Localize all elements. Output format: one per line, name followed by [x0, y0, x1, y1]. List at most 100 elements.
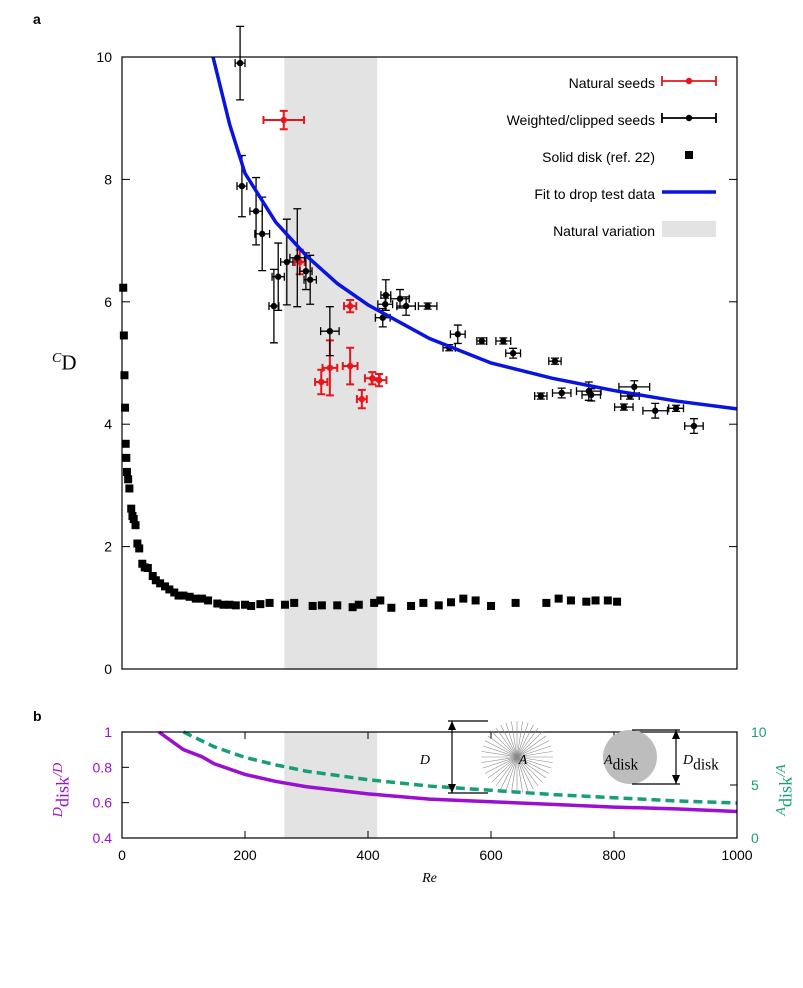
- seed-bristle: [516, 740, 550, 758]
- disk: [603, 730, 657, 784]
- y-tick-label: 2: [104, 539, 112, 555]
- x-tick-label: 800: [602, 847, 626, 863]
- plot-frame: [121, 56, 738, 670]
- label-part: disk: [53, 776, 73, 807]
- data-point: [424, 302, 431, 310]
- seed-bristle: [516, 735, 547, 758]
- data-point: [294, 254, 301, 261]
- data-square: [348, 603, 357, 612]
- label-part: D: [682, 753, 693, 768]
- plot-frame: [121, 731, 738, 839]
- data-square: [122, 453, 131, 462]
- data-square: [191, 594, 200, 603]
- y2-tick-label: 0: [751, 830, 759, 846]
- data-square: [241, 600, 249, 609]
- data-point: [672, 405, 680, 412]
- data-point: [326, 327, 334, 335]
- legend-label: Solid disk (ref. 22): [542, 149, 655, 165]
- legend-swatch: [662, 221, 716, 237]
- data-square: [219, 600, 228, 609]
- data-square: [256, 600, 265, 609]
- seed-bristle: [516, 722, 529, 758]
- data-square: [122, 467, 131, 476]
- x-tick-label: 600: [479, 847, 503, 863]
- seed-bristle: [516, 724, 534, 758]
- seed-bristle: [516, 731, 543, 758]
- data-point: [382, 291, 390, 299]
- data-point: [238, 182, 246, 190]
- data-point: [280, 116, 287, 124]
- data-square: [247, 601, 256, 610]
- y-tick-label: 6: [104, 294, 112, 310]
- seed-bristle: [482, 756, 518, 769]
- seed-bristle: [505, 722, 518, 758]
- data-point: [358, 395, 366, 403]
- legend-swatch: [685, 77, 693, 85]
- seed-bristle: [505, 756, 518, 792]
- seed-bristle: [511, 721, 518, 758]
- data-square: [231, 601, 240, 610]
- data-square: [213, 599, 222, 608]
- data-point: [652, 407, 659, 414]
- label-part: disk: [776, 776, 796, 807]
- data-square: [370, 598, 379, 607]
- label-part: A: [518, 753, 528, 768]
- seed-bristle: [516, 756, 534, 790]
- data-square: [603, 596, 612, 605]
- data-point: [302, 268, 310, 275]
- data-square: [434, 601, 443, 610]
- seed-bristle: [516, 756, 523, 793]
- data-square: [447, 598, 456, 607]
- axis-label: Adisk/A: [774, 764, 796, 817]
- panel-label: a: [33, 11, 41, 27]
- y-tick-label: 10: [96, 49, 112, 65]
- data-square: [419, 598, 428, 607]
- data-square: [459, 594, 468, 603]
- y-tick-label: 0.8: [93, 759, 113, 775]
- seed-bristle: [511, 756, 518, 793]
- data-square: [308, 601, 317, 610]
- y-tick-label: 0: [104, 661, 112, 677]
- seed-bristle: [482, 745, 518, 758]
- data-square: [317, 601, 326, 610]
- label-part: disk: [613, 757, 639, 774]
- y-tick-label: 0.6: [93, 795, 113, 811]
- data-point: [478, 337, 485, 345]
- data-point: [326, 364, 334, 372]
- seed-bristle: [487, 756, 518, 779]
- legend-label: Weighted/clipped seeds: [507, 112, 655, 128]
- data-square: [131, 521, 140, 530]
- data-square: [129, 515, 138, 524]
- label-part: disk: [693, 757, 719, 774]
- data-point: [537, 392, 545, 400]
- data-point: [690, 422, 698, 430]
- data-square: [471, 596, 480, 605]
- annotation: Adisk: [603, 753, 639, 774]
- seed-bristle: [516, 756, 553, 763]
- data-point: [236, 59, 244, 67]
- data-square: [120, 371, 129, 380]
- x-tick-label: 200: [233, 847, 257, 863]
- data-square: [161, 582, 170, 591]
- data-square: [133, 539, 142, 548]
- data-square: [179, 591, 188, 600]
- data-square: [143, 564, 152, 573]
- data-point: [588, 391, 595, 399]
- seed-bristle: [487, 735, 518, 758]
- data-point: [379, 314, 386, 321]
- data-square: [582, 597, 591, 606]
- y2-tick-label: 5: [751, 777, 759, 793]
- data-square: [165, 585, 174, 594]
- data-square: [407, 601, 416, 610]
- data-square: [566, 596, 575, 605]
- y-tick-label: 8: [104, 171, 112, 187]
- data-point: [270, 302, 278, 310]
- legend-label: Fit to drop test data: [534, 186, 655, 202]
- data-point: [558, 389, 565, 397]
- dimension-arrow: [448, 720, 488, 794]
- y-tick-label: 1: [104, 724, 112, 740]
- data-square: [554, 594, 563, 603]
- data-point: [346, 362, 354, 370]
- data-square: [204, 596, 213, 605]
- seed-bristle: [516, 756, 529, 792]
